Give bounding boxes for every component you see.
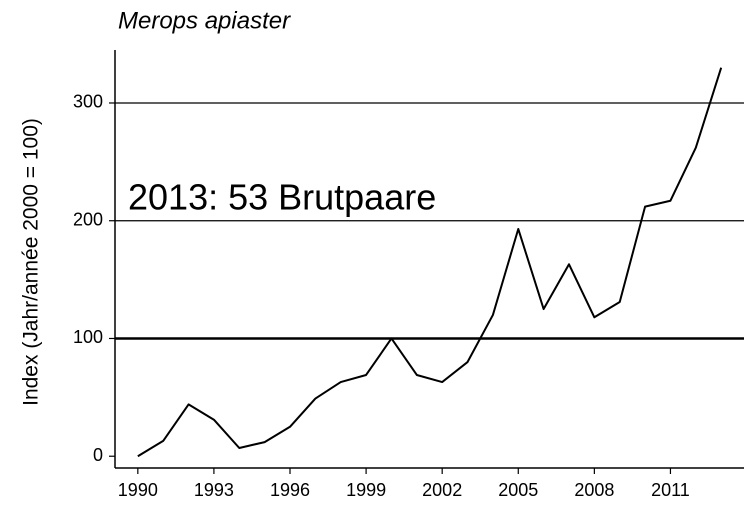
x-tick-label: 1993 [194, 480, 234, 500]
data-line [137, 67, 723, 458]
x-tick-label: 1990 [118, 480, 158, 500]
y-tick-label: 0 [93, 445, 103, 465]
x-tick-label: 2008 [574, 480, 614, 500]
chart-title: Merops apiaster [118, 7, 291, 34]
y-tick-label: 300 [73, 92, 103, 112]
x-tick-label: 2002 [422, 480, 462, 500]
annotation: 2013: 53 Brutpaare [128, 177, 436, 218]
x-tick-label: 2005 [498, 480, 538, 500]
y-tick-label: 100 [73, 327, 103, 347]
y-axis-label: Index (Jahr/année 2000 = 100) [20, 118, 43, 406]
x-tick-label: 1996 [270, 480, 310, 500]
x-tick-label: 1999 [346, 480, 386, 500]
y-tick-label: 200 [73, 209, 103, 229]
x-tick-label: 2011 [651, 480, 690, 500]
